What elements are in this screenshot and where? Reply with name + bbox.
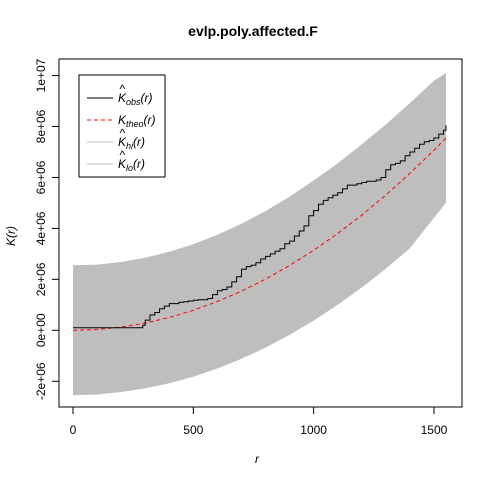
legend: Kobs(r)^Ktheo(r)Khi(r)^Klo(r)^ [78, 74, 166, 178]
x-tick-label: 1500 [421, 423, 448, 437]
envelope-area [73, 73, 446, 396]
y-tick-label: -2e+06 [34, 362, 48, 400]
series-theo-line [72, 137, 447, 331]
y-tick-label: 0e+00 [34, 313, 48, 347]
y-tick-label: 2e+06 [34, 262, 48, 296]
y-tick-label: 1e+07 [34, 58, 48, 92]
legend-label: Khi(r) [118, 135, 145, 151]
y-tick-label: 8e+06 [34, 109, 48, 143]
legend-box [78, 74, 166, 178]
x-tick-label: 500 [183, 423, 203, 437]
legend-hat: ^ [120, 126, 126, 140]
legend-item-lo: Klo(r)^ [87, 148, 145, 173]
lines-layer [72, 125, 447, 331]
legend-item-theo: Ktheo(r) [87, 113, 156, 129]
chart-title: evlp.poly.affected.F [188, 23, 318, 39]
legend-hat: ^ [120, 148, 126, 162]
x-tick-label: 1000 [300, 423, 327, 437]
legend-item-hi: Khi(r)^ [87, 126, 145, 151]
envelope-layer [73, 73, 446, 396]
legend-item-obs: Kobs(r)^ [87, 82, 153, 107]
y-axis-label: K(r) [4, 226, 18, 246]
legend-label: Ktheo(r) [118, 113, 156, 129]
y-axis: -2e+06 0e+00 2e+06 4e+06 6e+06 8e+06 1e+07 [34, 58, 60, 400]
x-axis: 0 500 1000 1500 [70, 406, 448, 437]
series-obs-line [73, 125, 447, 329]
x-tick-label: 0 [70, 423, 77, 437]
legend-label: Kobs(r) [118, 91, 153, 107]
legend-label: Klo(r) [118, 157, 145, 173]
x-axis-label: r [255, 452, 260, 466]
legend-hat: ^ [120, 82, 126, 96]
y-tick-label: 6e+06 [34, 160, 48, 194]
y-tick-label: 4e+06 [34, 211, 48, 245]
